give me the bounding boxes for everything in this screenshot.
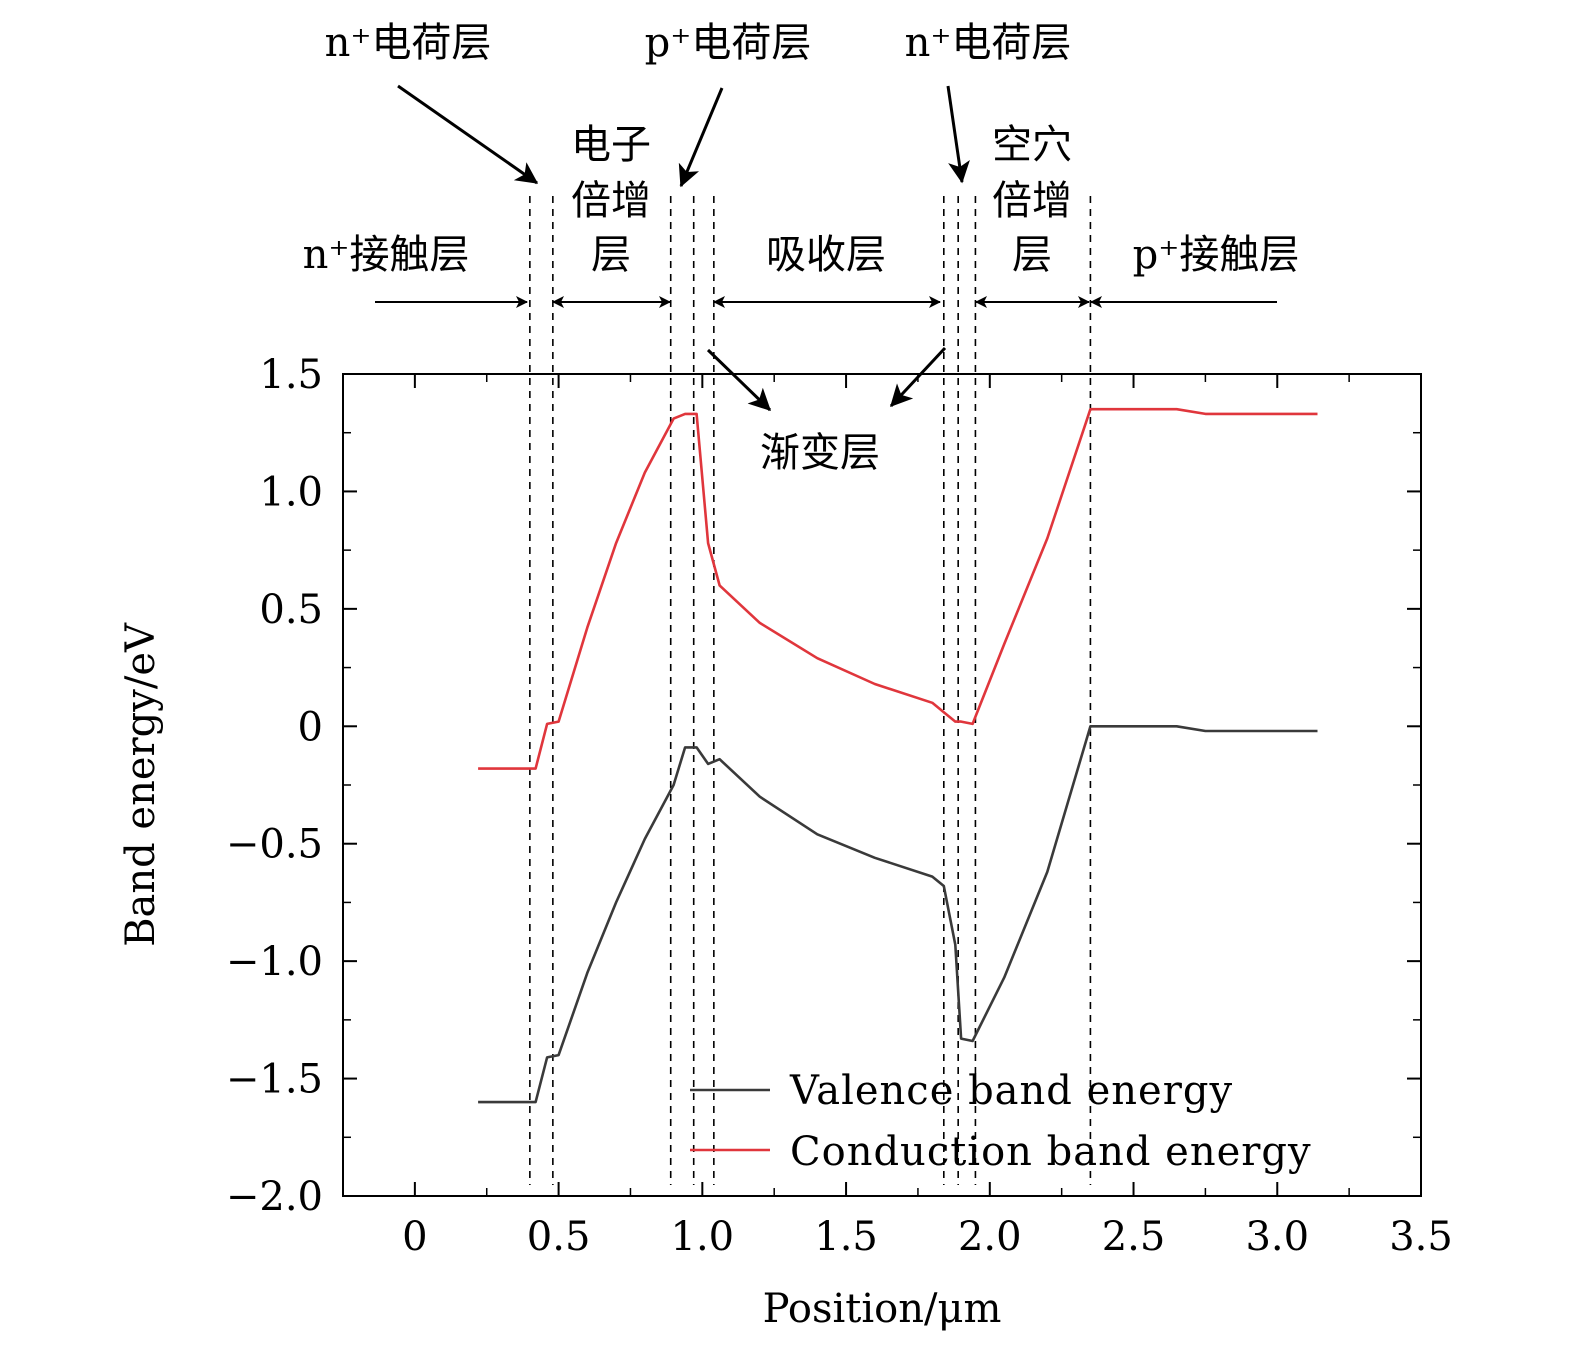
pointer-arrow-n-charge-1	[397, 84, 539, 185]
pointer-arrows	[397, 84, 970, 412]
legend: Valence band energy Conduction band ener…	[690, 1068, 1312, 1175]
x-tick-label: 1.5	[814, 1214, 878, 1260]
conduction-band-line	[478, 407, 1318, 770]
annotation-electron-multiplication-3: 层	[591, 232, 631, 278]
y-tick-label: −1.5	[226, 1057, 323, 1103]
annotation-n-contact-layer: n⁺接触层	[303, 232, 470, 278]
valence-band-line	[478, 724, 1318, 1104]
x-tick-label: 2.5	[1102, 1214, 1166, 1260]
layer-annotations: n⁺电荷层 p⁺电荷层 n⁺电荷层 电子 倍增 层 空穴 倍增 层 n⁺接触层 …	[303, 20, 1300, 476]
annotation-hole-multiplication-1: 空穴	[992, 122, 1072, 168]
y-tick-label: 1.5	[259, 352, 323, 398]
legend-label-valence: Valence band energy	[789, 1068, 1233, 1114]
pointer-arrow-grading-right	[889, 346, 947, 408]
layer-boundaries	[529, 196, 1092, 1185]
annotation-n-charge-layer-2: n⁺电荷层	[905, 20, 1072, 66]
legend-label-conduction: Conduction band energy	[790, 1129, 1312, 1175]
annotation-n-charge-layer-1: n⁺电荷层	[325, 20, 492, 66]
pointer-arrow-n-charge-2	[946, 85, 970, 184]
y-axis-label: Band energy/eV	[118, 622, 164, 947]
x-axis-label: Position/μm	[763, 1286, 1002, 1332]
x-tick-label: 1.0	[671, 1214, 735, 1260]
x-tick-label: 3.0	[1245, 1214, 1309, 1260]
y-tick-label: 0	[298, 704, 323, 750]
pointer-arrow-p-charge	[678, 87, 724, 188]
annotation-absorption-layer: 吸收层	[766, 232, 886, 278]
annotation-grading-layer: 渐变层	[760, 430, 880, 476]
x-tick-label: 3.5	[1389, 1214, 1453, 1260]
axis-ticks	[342, 373, 1422, 1197]
annotation-hole-multiplication-3: 层	[1012, 232, 1052, 278]
annotation-electron-multiplication-1: 电子	[571, 122, 651, 168]
annotation-p-contact-layer: p⁺接触层	[1133, 232, 1300, 278]
x-tick-label: 0.5	[527, 1214, 591, 1260]
axis-tick-labels: 0 0.5 1.0 1.5 2.0 2.5 3.0 3.5 1.5 1.0 0.5 0 −0.5 −1.0…	[226, 352, 1453, 1260]
y-tick-label: −1.0	[226, 939, 323, 985]
annotation-p-charge-layer: p⁺电荷层	[645, 20, 812, 66]
y-tick-label: −2.0	[226, 1174, 323, 1220]
y-tick-label: 0.5	[259, 587, 323, 633]
pointer-arrow-grading-left	[706, 348, 772, 412]
y-tick-label: −0.5	[226, 822, 323, 868]
annotation-hole-multiplication-2: 倍增	[992, 178, 1072, 224]
x-tick-label: 2.0	[958, 1214, 1022, 1260]
y-tick-label: 1.0	[259, 469, 323, 515]
annotation-electron-multiplication-2: 倍增	[571, 178, 651, 224]
x-tick-label: 0	[402, 1214, 427, 1260]
